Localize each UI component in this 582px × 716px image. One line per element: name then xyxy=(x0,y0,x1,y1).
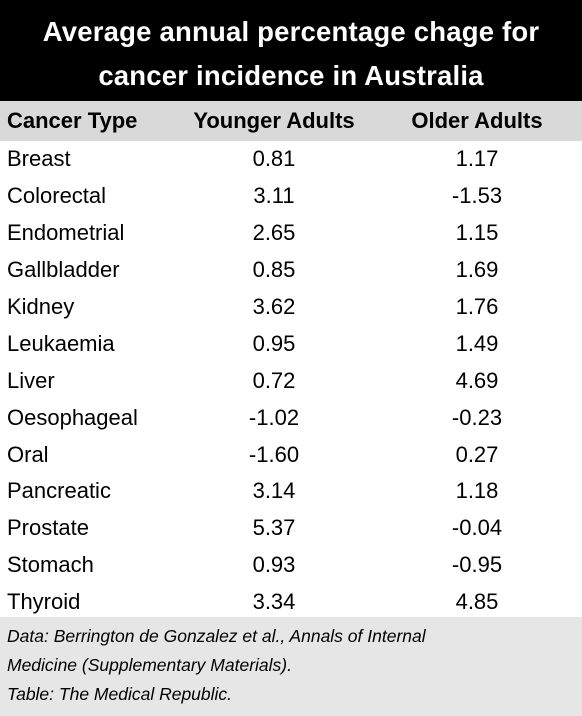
cell-younger-adults: 3.11 xyxy=(253,183,295,209)
cell-cancer-type: Thyroid xyxy=(7,589,81,615)
cell-cancer-type: Gallbladder xyxy=(7,257,120,283)
table-header-row: Cancer Type Younger Adults Older Adults xyxy=(0,101,582,141)
header-younger-adults: Younger Adults xyxy=(193,108,355,133)
cell-younger-adults: 0.95 xyxy=(252,330,296,356)
cell-older-adults: -0.04 xyxy=(451,515,503,541)
table-footnote: Data: Berrington de Gonzalez et al., Ann… xyxy=(0,617,582,716)
cell-older-adults: 1.17 xyxy=(455,146,499,172)
title-line-2: cancer incidence in Australia xyxy=(98,60,484,91)
table-title: Average annual percentage chage for canc… xyxy=(0,0,582,101)
title-line-1: Average annual percentage chage for xyxy=(42,16,540,47)
table-row: Prostate 5.37 -0.04 xyxy=(0,510,582,547)
cell-older-adults: 1.49 xyxy=(455,330,499,356)
cell-cancer-type: Endometrial xyxy=(7,220,125,246)
cell-cancer-type: Kidney xyxy=(7,294,75,319)
table-row: Endometrial 2.65 1.15 xyxy=(0,215,582,252)
header-cancer-type: Cancer Type xyxy=(7,108,138,133)
cell-younger-adults: 0.93 xyxy=(252,552,296,578)
cell-cancer-type: Pancreatic xyxy=(7,478,111,504)
cell-younger-adults: 0.72 xyxy=(252,367,296,393)
table-row: Colorectal 3.11 -1.53 xyxy=(0,178,582,215)
cell-cancer-type: Prostate xyxy=(7,515,89,541)
cell-cancer-type: Oesophageal xyxy=(7,404,138,430)
cell-older-adults: -1.53 xyxy=(451,183,503,209)
cell-younger-adults: 3.14 xyxy=(252,478,296,504)
table-row: Oesophageal -1.02 -0.23 xyxy=(0,399,582,436)
table-row: Thyroid 3.34 4.85 xyxy=(0,584,582,621)
cell-younger-adults: 5.37 xyxy=(252,515,296,541)
cell-cancer-type: Leukaemia xyxy=(7,330,115,356)
cell-older-adults: -0.23 xyxy=(451,404,503,430)
cell-younger-adults: 3.34 xyxy=(252,589,296,615)
table-row: Gallbladder 0.85 1.69 xyxy=(0,252,582,289)
cell-younger-adults: 3.62 xyxy=(252,294,296,319)
cell-cancer-type: Liver xyxy=(7,367,55,393)
cell-older-adults: 1.69 xyxy=(455,257,499,283)
cell-cancer-type: Stomach xyxy=(7,552,94,578)
cell-older-adults: 4.85 xyxy=(455,589,499,615)
footnote-line-1: Data: Berrington de Gonzalez et al., Ann… xyxy=(7,626,426,646)
cell-cancer-type: Breast xyxy=(7,146,71,172)
table-row: Leukaemia 0.95 1.49 xyxy=(0,325,582,362)
cell-cancer-type: Oral xyxy=(7,441,49,467)
cell-older-adults: -0.95 xyxy=(451,552,503,578)
cell-younger-adults: -1.02 xyxy=(248,404,300,430)
table-row: Liver 0.72 4.69 xyxy=(0,362,582,399)
cell-older-adults: 1.18 xyxy=(455,478,499,504)
table-row: Breast 0.81 1.17 xyxy=(0,141,582,178)
table-row: Oral -1.60 0.27 xyxy=(0,436,582,473)
table-row: Pancreatic 3.14 1.18 xyxy=(0,473,582,510)
table-body: Breast 0.81 1.17 Colorectal 3.11 -1.53 Endomet… xyxy=(0,141,582,621)
cell-older-adults: 4.69 xyxy=(455,367,499,393)
cell-cancer-type: Colorectal xyxy=(7,183,107,209)
cell-older-adults: 1.76 xyxy=(455,294,499,319)
cell-older-adults: 1.15 xyxy=(455,220,499,246)
header-older-adults: Older Adults xyxy=(411,108,543,133)
table-row: Stomach 0.93 -0.95 xyxy=(0,547,582,584)
cell-younger-adults: 0.85 xyxy=(252,257,296,283)
footnote-line-3: Table: The Medical Republic. xyxy=(7,684,233,704)
cell-younger-adults: 2.65 xyxy=(252,220,296,246)
table-row: Kidney 3.62 1.76 xyxy=(0,289,582,326)
cell-older-adults: 0.27 xyxy=(455,441,499,467)
cell-younger-adults: 0.81 xyxy=(252,146,296,172)
cell-younger-adults: -1.60 xyxy=(248,441,300,467)
footnote-line-2: Medicine (Supplementary Materials). xyxy=(7,655,292,675)
